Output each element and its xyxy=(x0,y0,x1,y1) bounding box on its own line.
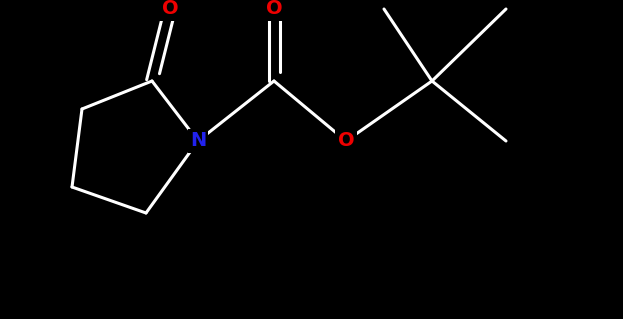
Text: O: O xyxy=(265,0,282,19)
Text: N: N xyxy=(190,131,206,151)
Text: O: O xyxy=(338,131,354,151)
Text: O: O xyxy=(162,0,178,19)
